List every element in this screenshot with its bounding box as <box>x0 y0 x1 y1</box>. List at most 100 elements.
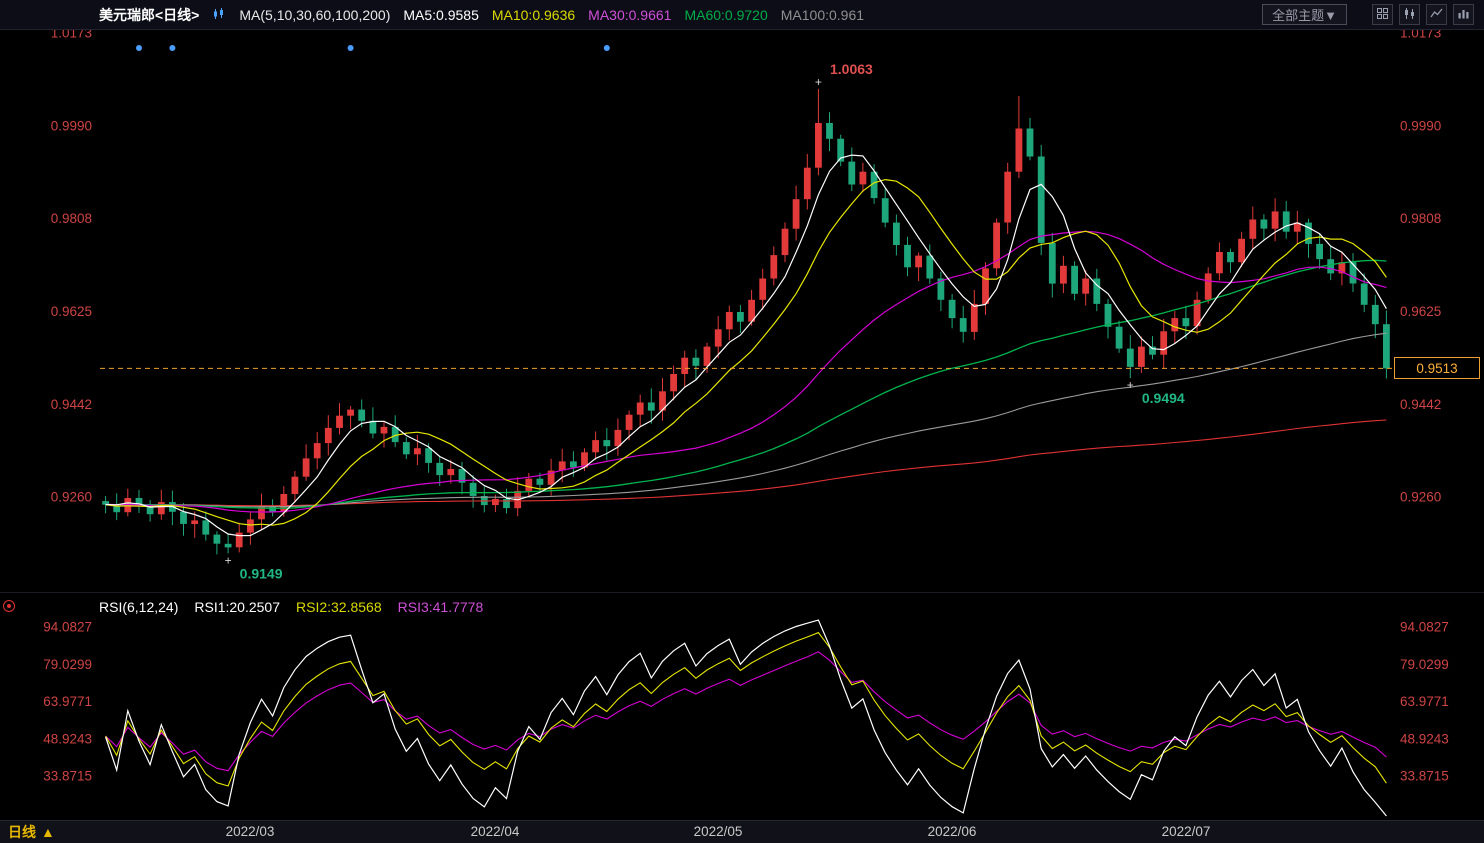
rsi-line-24 <box>105 651 1387 772</box>
ma60-value: MA60:0.9720 <box>684 6 768 23</box>
ma-line-5 <box>105 154 1387 537</box>
candle-body <box>926 255 934 279</box>
candle-body <box>1015 128 1023 172</box>
y-axis-label: 0.9260 <box>1400 490 1441 505</box>
candle-body <box>670 374 677 392</box>
candle-body <box>324 427 332 444</box>
y-axis-label: 0.9442 <box>1400 397 1441 412</box>
candle-body <box>146 506 154 515</box>
candle-body <box>659 391 666 411</box>
candle-body <box>1138 346 1145 367</box>
candle-body <box>503 499 510 509</box>
candle-body <box>380 426 388 434</box>
candle-body <box>135 498 143 507</box>
candle-body <box>904 244 911 268</box>
rsi-axis-label: 63.9771 <box>1400 694 1449 709</box>
kline-view-icon <box>1403 7 1416 23</box>
candle-body <box>1305 222 1312 244</box>
candle-body <box>614 429 622 447</box>
candle-body <box>280 494 288 513</box>
candle-body <box>391 426 399 443</box>
candle-body <box>436 462 444 476</box>
candle-body <box>581 452 588 468</box>
rsi3-value: RSI3:41.7778 <box>397 599 484 615</box>
event-dot[interactable] <box>136 45 142 51</box>
candle-body <box>870 171 878 199</box>
candle-body <box>603 440 611 447</box>
candle-body <box>1182 318 1190 327</box>
extreme-marker: + <box>225 553 232 567</box>
rsi-axis-label: 94.0827 <box>1400 620 1449 635</box>
candle-body <box>993 222 1000 269</box>
extreme-marker: + <box>815 75 822 89</box>
ma30-value: MA30:0.9661 <box>588 6 672 23</box>
y-axis-label: 0.9625 <box>1400 304 1441 319</box>
event-dot[interactable] <box>347 45 354 51</box>
rsi-header: RSI(6,12,24) RSI1:20.2507 RSI2:32.8568 R… <box>0 596 1484 618</box>
line-chart-icon <box>1430 7 1443 23</box>
event-dot[interactable] <box>603 45 610 51</box>
candle-body <box>258 506 265 520</box>
candle-body <box>558 461 566 471</box>
y-axis-label: 0.9625 <box>51 304 92 319</box>
candle-body <box>291 476 299 494</box>
alert-beacon-icon <box>3 600 15 612</box>
period-selector-button[interactable]: 日线 ▲ <box>8 821 55 843</box>
candle-body <box>102 501 109 505</box>
candle-body <box>1204 273 1212 300</box>
rsi-axis-label: 33.8715 <box>43 769 92 784</box>
bottom-bar: 日线 ▲ 2022/03 2022/04 2022/05 2022/06 2022/07 <box>0 820 1484 843</box>
rsi-line-6 <box>105 619 1387 817</box>
rsi-line-12 <box>105 631 1387 787</box>
candle-body <box>191 520 199 524</box>
theme-selector-button[interactable]: 全部主题▼ <box>1262 4 1347 25</box>
kline-view-button[interactable] <box>1399 4 1420 25</box>
bar-chart-view-button[interactable] <box>1453 4 1474 25</box>
ma-line-30 <box>105 230 1387 513</box>
ma10-value: MA10:0.9636 <box>491 6 576 23</box>
candle-body <box>1338 262 1346 274</box>
candle-body <box>1060 265 1067 284</box>
kline-icon <box>212 7 226 22</box>
candle-body <box>570 461 577 468</box>
candle-body <box>180 511 187 524</box>
candle-body <box>759 278 767 300</box>
rsi-axis-label: 33.8715 <box>1400 769 1449 784</box>
multi-window-icon <box>1376 7 1389 23</box>
candle-body <box>235 532 243 548</box>
candle-body <box>1071 265 1078 294</box>
panel-divider <box>0 592 1484 593</box>
price-annotation: 0.9149 <box>240 565 283 581</box>
candle-body <box>737 312 744 322</box>
candle-body <box>269 506 276 513</box>
line-chart-view-button[interactable] <box>1426 4 1447 25</box>
candle-body <box>948 299 956 319</box>
candle-body <box>358 409 366 421</box>
candle-body <box>826 123 833 139</box>
last-price-tag: 0.9513 <box>1394 357 1480 379</box>
candle-body <box>1115 326 1123 349</box>
candle-body <box>525 478 533 491</box>
rsi-axis-label: 79.0299 <box>43 657 92 672</box>
candle-body <box>848 161 856 185</box>
candle-body <box>347 409 354 416</box>
candle-body <box>492 499 499 506</box>
candle-body <box>970 303 978 332</box>
multi-window-button[interactable] <box>1372 4 1393 25</box>
candle-body <box>469 482 477 496</box>
candle-body <box>982 268 989 304</box>
event-dot[interactable] <box>169 45 176 51</box>
y-axis-label: 0.9260 <box>51 490 92 505</box>
candle-body <box>1316 243 1323 260</box>
x-axis-month-label: 2022/06 <box>927 824 977 839</box>
candle-body <box>915 255 922 268</box>
candle-body <box>959 318 967 332</box>
header-toolbar <box>1372 4 1474 25</box>
candle-body <box>1227 252 1234 263</box>
y-axis-label: 0.9990 <box>51 119 92 134</box>
candle-body <box>447 469 455 476</box>
candle-body <box>692 357 700 366</box>
candle-body <box>703 346 711 366</box>
candle-body <box>1293 222 1301 232</box>
